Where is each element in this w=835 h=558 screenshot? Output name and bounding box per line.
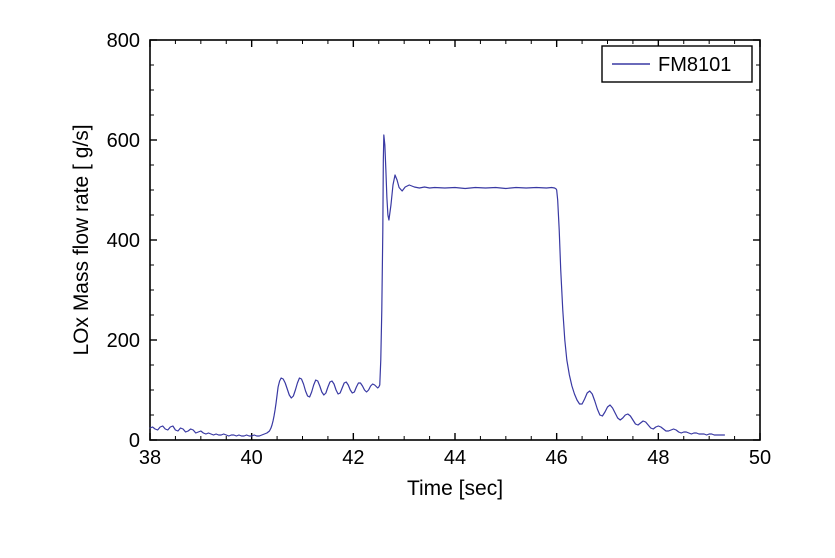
x-tick-label: 40 — [241, 447, 263, 469]
x-tick-label: 38 — [139, 447, 161, 469]
y-tick-label: 200 — [107, 330, 140, 352]
x-axis-label: Time [sec] — [407, 477, 503, 500]
y-tick-label: 400 — [107, 230, 140, 252]
x-tick-label: 46 — [546, 447, 568, 469]
x-tick-label: 50 — [749, 447, 771, 469]
y-tick-label: 600 — [107, 130, 140, 152]
y-axis-label: LOx Mass flow rate [ g/s] — [70, 124, 93, 355]
chart-container: 38 40 42 44 46 48 50 0 200 400 600 800 Time [sec] LOx… — [60, 20, 780, 520]
x-tick-label: 44 — [444, 447, 466, 469]
y-tick-label: 0 — [129, 430, 140, 452]
y-tick-label: 800 — [107, 30, 140, 52]
line-chart: 38 40 42 44 46 48 50 0 200 400 600 800 Time [sec] LOx… — [60, 20, 780, 520]
x-tick-label: 42 — [342, 447, 364, 469]
x-tick-label: 48 — [647, 447, 669, 469]
legend-label: FM8101 — [658, 54, 731, 76]
